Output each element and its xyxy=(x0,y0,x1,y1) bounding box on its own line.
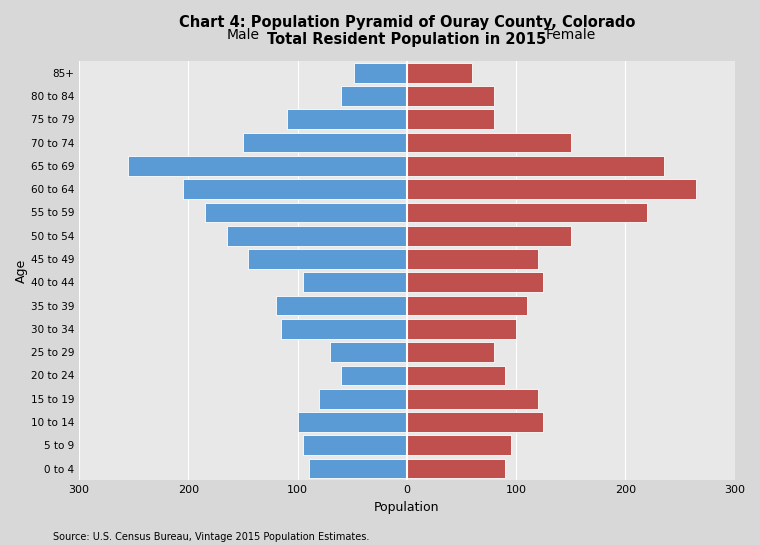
Bar xyxy=(407,389,538,409)
Bar xyxy=(341,86,407,106)
Bar xyxy=(309,459,407,479)
Bar xyxy=(303,272,407,292)
Bar xyxy=(354,63,407,83)
Bar xyxy=(128,156,407,175)
Text: Female: Female xyxy=(546,28,596,43)
Bar xyxy=(407,412,543,432)
Y-axis label: Age: Age xyxy=(15,258,28,283)
Bar xyxy=(281,319,407,339)
Bar xyxy=(407,156,663,175)
Bar xyxy=(226,226,407,246)
X-axis label: Population: Population xyxy=(374,501,439,513)
Bar xyxy=(298,412,407,432)
Bar xyxy=(407,272,543,292)
Bar xyxy=(303,435,407,455)
Bar xyxy=(407,459,505,479)
Bar xyxy=(407,179,696,199)
Bar xyxy=(407,342,494,362)
Bar xyxy=(407,249,538,269)
Bar xyxy=(407,296,527,316)
Bar xyxy=(407,319,516,339)
Title: Chart 4: Population Pyramid of Ouray County, Colorado
Total Resident Population : Chart 4: Population Pyramid of Ouray Cou… xyxy=(179,15,635,47)
Bar xyxy=(331,342,407,362)
Text: Male: Male xyxy=(226,28,259,43)
Bar xyxy=(319,389,407,409)
Bar xyxy=(276,296,407,316)
Bar xyxy=(287,110,407,129)
Bar xyxy=(407,86,494,106)
Bar xyxy=(407,435,511,455)
Bar xyxy=(204,203,407,222)
Bar xyxy=(407,203,647,222)
Bar xyxy=(407,366,505,385)
Bar xyxy=(243,132,407,153)
Bar xyxy=(407,226,571,246)
Bar xyxy=(341,366,407,385)
Bar xyxy=(183,179,407,199)
Bar xyxy=(407,63,473,83)
Bar xyxy=(407,132,571,153)
Bar xyxy=(407,110,494,129)
Bar xyxy=(249,249,407,269)
Text: Source: U.S. Census Bureau, Vintage 2015 Population Estimates.: Source: U.S. Census Bureau, Vintage 2015… xyxy=(53,532,369,542)
